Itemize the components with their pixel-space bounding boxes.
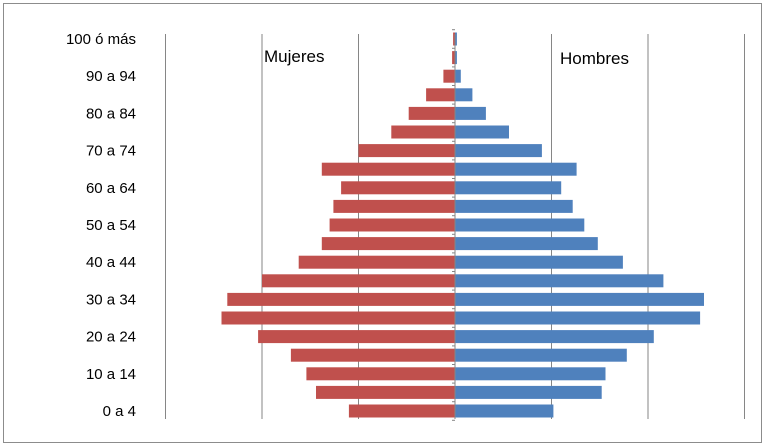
bar-hombres-30-a-34 bbox=[455, 292, 704, 306]
bar-mujeres-65-a-69 bbox=[321, 162, 455, 176]
bar-hombres-40-a-44 bbox=[455, 255, 623, 269]
bar-hombres-60-a-64 bbox=[455, 181, 562, 195]
bar-mujeres-10-a-14 bbox=[306, 367, 455, 381]
bar-mujeres-60-a-64 bbox=[341, 181, 455, 195]
bar-hombres-5-a-9 bbox=[455, 385, 602, 399]
bar-mujeres-40-a-44 bbox=[298, 255, 455, 269]
bar-hombres-50-a-54 bbox=[455, 218, 585, 232]
chart-frame: 0 a 4 10 a 14 20 a 24 30 a 34 40 a 44 50 a 54… bbox=[3, 3, 762, 443]
series-labels: Mujeres Hombres bbox=[264, 47, 629, 68]
y-axis-tick-labels: 0 a 4 10 a 14 20 a 24 30 a 34 40 a 44 50 a 54… bbox=[66, 31, 136, 420]
bar-hombres-55-a-59 bbox=[455, 199, 573, 213]
bar-mujeres-95-a-99 bbox=[452, 51, 455, 65]
bar-hombres-80-a-84 bbox=[455, 106, 486, 120]
bar-hombres-100-m-s bbox=[455, 32, 457, 46]
bar-hombres-65-a-69 bbox=[455, 162, 577, 176]
bar-mujeres-50-a-54 bbox=[329, 218, 456, 232]
tick-label-50-a-54: 50 a 54 bbox=[86, 217, 136, 234]
tick-label-100-m-s: 100 ó más bbox=[66, 31, 136, 48]
bar-hombres-25-a-29 bbox=[455, 311, 701, 325]
tick-label-90-a-94: 90 a 94 bbox=[86, 68, 136, 85]
bar-hombres-90-a-94 bbox=[455, 69, 461, 83]
population-pyramid-chart: 0 a 4 10 a 14 20 a 24 30 a 34 40 a 44 50 a 54… bbox=[66, 29, 745, 421]
tick-label-80-a-84: 80 a 84 bbox=[86, 105, 136, 122]
bars bbox=[221, 32, 704, 418]
bar-mujeres-5-a-9 bbox=[316, 385, 455, 399]
bar-hombres-0-a-4 bbox=[455, 404, 554, 418]
bar-mujeres-30-a-34 bbox=[227, 292, 455, 306]
center-axis bbox=[452, 29, 456, 421]
bar-mujeres-70-a-74 bbox=[358, 144, 455, 158]
bar-mujeres-25-a-29 bbox=[221, 311, 455, 325]
tick-label-70-a-74: 70 a 74 bbox=[86, 143, 136, 160]
bar-hombres-70-a-74 bbox=[455, 144, 542, 158]
tick-label-0-a-4: 0 a 4 bbox=[103, 403, 136, 420]
bar-mujeres-90-a-94 bbox=[443, 69, 455, 83]
bar-mujeres-100-m-s bbox=[453, 32, 455, 46]
bar-mujeres-80-a-84 bbox=[408, 106, 455, 120]
bar-mujeres-75-a-79 bbox=[391, 125, 455, 139]
bar-mujeres-45-a-49 bbox=[321, 237, 455, 251]
bar-hombres-75-a-79 bbox=[455, 125, 509, 139]
bar-mujeres-0-a-4 bbox=[348, 404, 456, 418]
bar-mujeres-85-a-89 bbox=[426, 88, 456, 102]
bar-hombres-85-a-89 bbox=[455, 88, 473, 102]
tick-label-60-a-64: 60 a 64 bbox=[86, 180, 136, 197]
bar-mujeres-55-a-59 bbox=[333, 199, 455, 213]
series-label-hombres: Hombres bbox=[560, 49, 629, 68]
bar-hombres-45-a-49 bbox=[455, 237, 598, 251]
bar-mujeres-20-a-24 bbox=[258, 330, 455, 344]
bar-hombres-35-a-39 bbox=[455, 274, 664, 288]
bar-hombres-10-a-14 bbox=[455, 367, 606, 381]
bar-mujeres-35-a-39 bbox=[262, 274, 455, 288]
tick-label-40-a-44: 40 a 44 bbox=[86, 254, 136, 271]
bar-hombres-20-a-24 bbox=[455, 330, 654, 344]
bar-mujeres-15-a-19 bbox=[290, 348, 455, 362]
bar-hombres-15-a-19 bbox=[455, 348, 627, 362]
bar-hombres-95-a-99 bbox=[455, 51, 457, 65]
tick-label-20-a-24: 20 a 24 bbox=[86, 329, 136, 346]
tick-label-10-a-14: 10 a 14 bbox=[86, 366, 136, 383]
series-label-mujeres: Mujeres bbox=[264, 47, 324, 66]
tick-label-30-a-34: 30 a 34 bbox=[86, 291, 136, 308]
